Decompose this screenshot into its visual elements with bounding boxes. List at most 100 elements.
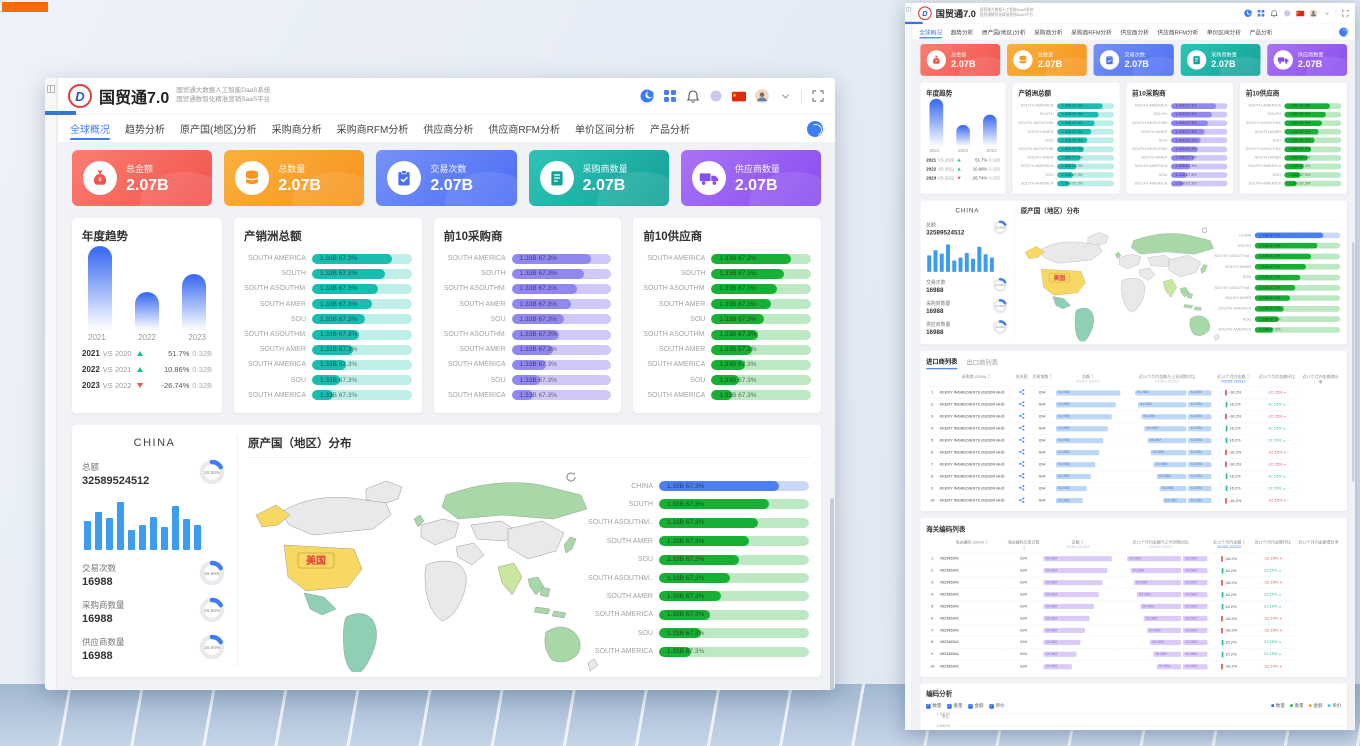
table-row[interactable]: 3 452346541 694 54.08M 54.08M 54.08M -16.2% -22… (926, 576, 1341, 589)
sidebar-toggle-icon[interactable] (46, 85, 55, 93)
collapsed-sidebar[interactable] (45, 78, 57, 690)
row-relation-graph[interactable] (1013, 494, 1030, 507)
row-name[interactable]: KEERY INGREDIENTS (M)SDN BHD (938, 482, 1014, 495)
relation-graph-icon[interactable] (1018, 437, 1025, 443)
row-name[interactable]: 452346541 (938, 648, 1005, 661)
table-col-header[interactable]: 关系图 (1013, 372, 1030, 387)
nav-tab-5[interactable]: 采购商RFM分析 (1071, 29, 1112, 37)
table-row[interactable]: 2 452346541 694 54.08M 54.08M 54.08M 16.2% 22.1… (926, 564, 1341, 577)
table-col-header[interactable]: 近12个月内金额▲ ▼ 202301-202312 (1208, 538, 1250, 553)
avatar[interactable] (1309, 9, 1318, 18)
sort-caret-icon[interactable]: ▲ ▼ (1022, 544, 1026, 551)
caret-down-icon[interactable] (778, 89, 792, 103)
nav-tab-4[interactable]: 采购商分析 (1034, 29, 1063, 37)
table-col-header[interactable]: 总额▲ ▼ 202301-202312 (1042, 538, 1113, 553)
bell-icon[interactable] (686, 89, 700, 103)
table-col-header[interactable]: 近12个月内金额与上年同期对比 202301-202312 (1113, 538, 1208, 553)
page-thumbnail[interactable]: D 国贸通7.0 国贸通大数据人工智能DaaS系统 国贸通数智化精准营销SaaS… (905, 3, 1355, 730)
nav-tab-7[interactable]: 供应商RFM分析 (488, 125, 561, 136)
row-name[interactable]: 452346541 (938, 612, 1005, 625)
apps-grid-icon[interactable] (1257, 9, 1265, 17)
table-col-header[interactable]: 交易笔数▲ ▼ (1030, 372, 1055, 387)
nav-tab-6[interactable]: 供应商分析 (423, 125, 474, 136)
sort-caret-icon[interactable]: ▲ ▼ (1091, 373, 1094, 380)
relation-graph-icon[interactable] (1018, 389, 1025, 395)
row-relation-graph[interactable] (1013, 458, 1030, 471)
table-row[interactable]: 4 452346541 694 54.08M 54.08M 54.08M 16.2% 22.1… (926, 588, 1341, 601)
nav-tab-2[interactable]: 趋势分析 (125, 125, 165, 136)
checkbox-checked-icon[interactable]: ✓ (947, 704, 952, 709)
row-name[interactable]: 452346541 (938, 588, 1005, 601)
fullscreen-icon[interactable] (811, 89, 825, 103)
world-map[interactable]: 美国 (1019, 225, 1233, 342)
row-relation-graph[interactable] (1013, 398, 1030, 411)
row-relation-graph[interactable] (1013, 482, 1030, 495)
table-row[interactable]: 2 KEERY INGREDIENTS (M)SDN BHD 694 54.08M 54… (926, 398, 1341, 411)
nav-tab-8[interactable]: 单价区间分析 (1206, 29, 1242, 37)
row-relation-graph[interactable] (1013, 446, 1030, 459)
avatar[interactable] (755, 89, 769, 103)
row-name[interactable]: 452346541 (938, 600, 1005, 613)
table-row[interactable]: 5 452346541 694 54.08M 54.08M 54.08M 16.2% 22.1… (926, 600, 1341, 613)
sort-caret-icon[interactable]: ▲ ▼ (1049, 373, 1053, 380)
nav-tab-2[interactable]: 趋势分析 (950, 29, 974, 37)
theme-icon[interactable] (640, 89, 654, 103)
row-relation-graph[interactable] (1013, 410, 1030, 423)
table-col-header[interactable]: 采购商 (2094)▲ ▼ (939, 372, 1014, 387)
legend-item-数量[interactable]: 数量 (1271, 703, 1285, 709)
nav-tab-9[interactable]: 产品分析 (650, 125, 691, 136)
relation-graph-icon[interactable] (1018, 485, 1025, 491)
row-relation-graph[interactable] (1013, 470, 1030, 483)
table-row[interactable]: 6 KEERY INGREDIENTS (M)SDN BHD 694 54.08M 54… (926, 446, 1341, 459)
collapsed-sidebar[interactable] (905, 3, 912, 730)
table-row[interactable]: 1 KEERY INGREDIENTS (M)SDN BHD 694 54.08M 54… (926, 386, 1341, 399)
theme-skin-button[interactable] (1339, 27, 1349, 37)
nav-tab-4[interactable]: 采购商分析 (271, 125, 322, 136)
world-map[interactable]: 美国 (246, 467, 621, 672)
status-dot-icon[interactable] (709, 89, 723, 103)
sidebar-toggle-icon[interactable] (905, 6, 911, 12)
table-col-header[interactable]: 海关编码交易次数▲ ▼ (1005, 538, 1042, 553)
caret-down-icon[interactable] (1323, 9, 1331, 17)
table-col-header[interactable]: 近12个月内金额环比 (1254, 372, 1300, 387)
table-col-header[interactable]: 近12个月内金额环比 (1250, 538, 1296, 553)
table-row[interactable]: 10 452346541 694 54.08M 54.08M 54.08M -16.2% -2… (926, 660, 1341, 673)
row-name[interactable]: KEERY INGREDIENTS (M)SDN BHD (938, 410, 1014, 423)
apps-grid-icon[interactable] (663, 89, 677, 103)
tab-exporter-list[interactable]: 出口商列表 (966, 359, 998, 367)
table-row[interactable]: 4 KEERY INGREDIENTS (M)SDN BHD 694 54.08M 54… (926, 422, 1341, 435)
relation-graph-icon[interactable] (1018, 497, 1025, 503)
table-col-header[interactable]: 近12个月内金额▲ ▼ 202301-202312 (1213, 372, 1255, 387)
legend-item-重量[interactable]: 重量 (1290, 703, 1304, 709)
relation-graph-icon[interactable] (1018, 473, 1025, 479)
row-name[interactable]: 452346541 (938, 636, 1005, 649)
relation-graph-icon[interactable] (1018, 461, 1025, 467)
table-col-header[interactable]: 近12个月内金额增长率 (1296, 538, 1342, 553)
row-name[interactable]: 452346541 (938, 564, 1005, 577)
chart-checkbox-金额[interactable]: ✓ 金额 (968, 703, 984, 709)
sort-caret-icon[interactable]: ▲ ▼ (1246, 373, 1250, 380)
table-row[interactable]: 8 452346541 694 54.08M 54.08M 54.08M 16.2% 22.1… (926, 636, 1341, 649)
tab-importer-list[interactable]: 进口商列表 (926, 357, 958, 370)
row-relation-graph[interactable] (1013, 434, 1030, 447)
checkbox-checked-icon[interactable]: ✓ (926, 704, 931, 709)
nav-tab-6[interactable]: 供应商分析 (1120, 29, 1149, 37)
status-dot-icon[interactable] (1283, 9, 1291, 17)
fullscreen-icon[interactable] (1341, 9, 1349, 17)
table-row[interactable]: 3 KEERY INGREDIENTS (M)SDN BHD 694 54.08M 54… (926, 410, 1341, 423)
row-relation-graph[interactable] (1013, 422, 1030, 435)
sort-caret-icon[interactable]: ▲ ▼ (985, 539, 989, 546)
nav-tab-3[interactable]: 原产国(地区)分析 (981, 29, 1026, 37)
col-date-range[interactable]: 202301-202312 (1217, 545, 1242, 550)
map-refresh-icon[interactable] (1201, 227, 1208, 234)
china-flag-icon[interactable] (732, 89, 746, 103)
nav-tab-1[interactable]: 全球概况 (70, 117, 110, 140)
bell-icon[interactable] (1270, 9, 1278, 17)
table-col-header[interactable]: 近12个月内金额增长率 (1300, 372, 1342, 387)
map-refresh-icon[interactable] (565, 471, 577, 483)
table-row[interactable]: 5 KEERY INGREDIENTS (M)SDN BHD 694 54.08M 54… (926, 434, 1341, 447)
col-date-range[interactable]: 202301-202312 (1221, 380, 1246, 384)
relation-graph-icon[interactable] (1018, 401, 1025, 407)
checkbox-checked-icon[interactable]: ✓ (968, 704, 973, 709)
nav-tab-3[interactable]: 原产国(地区)分析 (180, 125, 257, 136)
